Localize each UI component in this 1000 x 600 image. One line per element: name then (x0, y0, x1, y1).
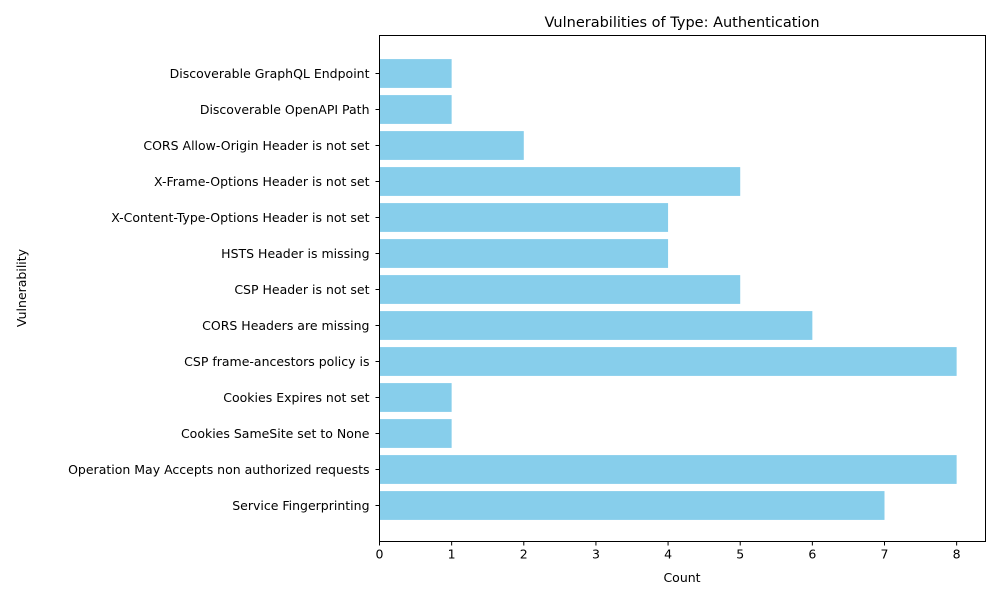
x-tick-label: 0 (376, 547, 384, 562)
y-tick-label: Discoverable GraphQL Endpoint (170, 66, 370, 81)
y-tick-label: CORS Allow-Origin Header is not set (143, 138, 369, 153)
x-axis-label: Count (663, 570, 700, 585)
bars-group (379, 59, 957, 520)
bar (379, 167, 741, 196)
x-tick-label: 5 (736, 547, 744, 562)
y-axis-ticks: Discoverable GraphQL Endpoint Discoverabl… (68, 66, 380, 513)
y-tick-label: X-Content-Type-Options Header is not set (111, 210, 369, 225)
x-tick-label: 6 (808, 547, 816, 562)
plot-frame (379, 35, 986, 542)
bar (379, 347, 957, 376)
y-tick-label: HSTS Header is missing (221, 246, 369, 261)
x-tick-label: 7 (881, 547, 889, 562)
x-axis-ticks: 0 1 2 3 4 5 6 7 8 (376, 541, 961, 562)
bar (379, 203, 669, 232)
x-tick-label: 8 (953, 547, 961, 562)
x-tick-label: 3 (592, 547, 600, 562)
bar (379, 95, 452, 124)
y-tick-label: Cookies SameSite set to None (181, 426, 370, 441)
bar (379, 311, 813, 340)
y-tick-label: CORS Headers are missing (202, 318, 369, 333)
y-tick-label: Operation May Accepts non authorized req… (68, 462, 369, 477)
x-tick-label: 1 (448, 547, 456, 562)
bar (379, 383, 452, 412)
y-tick-label: CSP frame-ancestors policy is (184, 354, 369, 369)
chart-title: Vulnerabilities of Type: Authentication (544, 15, 819, 31)
bar (379, 491, 885, 520)
y-tick-label: X-Frame-Options Header is not set (154, 174, 370, 189)
bar (379, 275, 741, 304)
bar (379, 59, 452, 88)
y-tick-label: Service Fingerprinting (232, 498, 369, 513)
x-tick-label: 4 (664, 547, 672, 562)
bar (379, 131, 524, 160)
y-tick-label: Cookies Expires not set (223, 390, 369, 405)
x-tick-label: 2 (520, 547, 528, 562)
bar (379, 239, 669, 268)
bar (379, 419, 452, 448)
y-tick-label: Discoverable OpenAPI Path (200, 102, 370, 117)
y-axis-label: Vulnerability (14, 248, 29, 327)
y-tick-label: CSP Header is not set (234, 282, 369, 297)
bar (379, 455, 957, 484)
